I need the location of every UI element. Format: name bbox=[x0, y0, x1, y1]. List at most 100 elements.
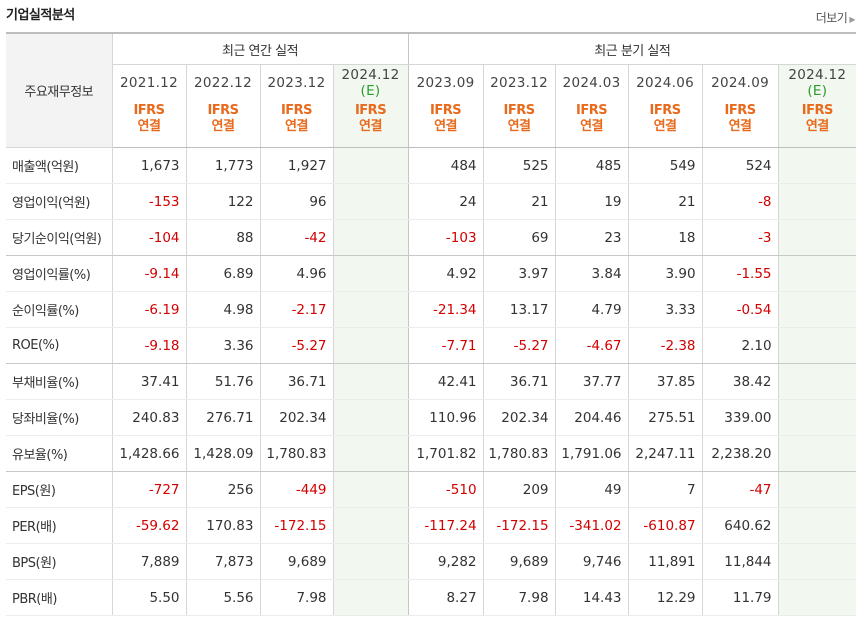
table-cell: 3.84 bbox=[554, 255, 629, 292]
table-row: PER(배) -59.62 170.83 -172.15 -117.24 -172.15-… bbox=[6, 507, 857, 544]
accounting-standard: IFRS 연결 bbox=[482, 101, 556, 148]
table-cell: 204.46 bbox=[554, 399, 629, 436]
table-cell: -2.38 bbox=[627, 327, 703, 364]
table-cell: 36.71 bbox=[482, 363, 556, 400]
table-cell: 110.96 bbox=[407, 399, 484, 436]
table-cell: -5.27 bbox=[259, 327, 333, 364]
table-cell: 42.41 bbox=[407, 363, 484, 400]
table-cell: 202.34 bbox=[482, 399, 556, 436]
table-cell: -9.18 bbox=[111, 327, 186, 364]
table-cell: 14.43 bbox=[554, 579, 629, 616]
period-label: 2024.03 bbox=[562, 75, 621, 91]
row-label: ROE(%) bbox=[6, 327, 112, 364]
table-cell: 122 bbox=[185, 183, 260, 220]
table-cell: 23 bbox=[554, 219, 629, 256]
table-cell: 1,428.66 bbox=[111, 435, 186, 472]
row-label: 영업이익(억원) bbox=[6, 183, 112, 220]
table-cell: 21 bbox=[482, 183, 556, 220]
consolidated-label: 연결 bbox=[580, 119, 603, 134]
table-cell bbox=[332, 435, 409, 472]
table-cell: 485 bbox=[554, 147, 629, 184]
period-header: 2021.12 bbox=[111, 64, 186, 101]
table-cell bbox=[777, 543, 857, 580]
table-cell: 37.77 bbox=[554, 363, 629, 400]
table-cell: 1,791.06 bbox=[554, 435, 629, 472]
table-cell: 1,927 bbox=[259, 147, 333, 184]
accounting-standard: IFRS 연결 bbox=[332, 101, 409, 148]
table-cell: -4.67 bbox=[554, 327, 629, 364]
table-cell: 3.36 bbox=[185, 327, 260, 364]
row-label: 당좌비율(%) bbox=[6, 399, 112, 436]
row-label: EPS(원) bbox=[6, 471, 112, 508]
table-row: 부채비율(%) 37.41 51.76 36.71 42.41 36.71 37.77 37.… bbox=[6, 363, 857, 400]
period-header: 2023.12 bbox=[259, 64, 333, 101]
table-cell: -8 bbox=[701, 183, 779, 220]
more-label[interactable]: 더보기 bbox=[815, 11, 848, 25]
quarter-group-header: 최근 분기 실적 bbox=[407, 32, 857, 65]
table-cell bbox=[777, 255, 857, 292]
accounting-standard: IFRS 연결 bbox=[554, 101, 629, 148]
table-cell: 1,780.83 bbox=[259, 435, 333, 472]
table-cell: 549 bbox=[627, 147, 703, 184]
triangle-right-icon: ▶ bbox=[849, 15, 855, 24]
accounting-standard: IFRS 연결 bbox=[111, 101, 186, 148]
ifrs-label: IFRS bbox=[503, 103, 535, 118]
table-cell: 13.17 bbox=[482, 291, 556, 328]
table-cell: 5.50 bbox=[111, 579, 186, 616]
table-row: 영업이익(억원) -153 122 96 24 21 19 21 -8 bbox=[6, 183, 857, 220]
table-cell bbox=[777, 399, 857, 436]
table-cell: 1,701.82 bbox=[407, 435, 484, 472]
table-cell bbox=[332, 471, 409, 508]
table-cell: -727 bbox=[111, 471, 186, 508]
table-cell: -117.24 bbox=[407, 507, 484, 544]
ifrs-label: IFRS bbox=[207, 103, 239, 118]
table-cell: 524 bbox=[701, 147, 779, 184]
table-cell: -7.71 bbox=[407, 327, 484, 364]
table-cell bbox=[332, 399, 409, 436]
table-cell: 2,238.20 bbox=[701, 435, 779, 472]
period-header: 2022.12 bbox=[185, 64, 260, 101]
table-cell: 4.98 bbox=[185, 291, 260, 328]
ifrs-label: IFRS bbox=[280, 103, 313, 118]
table-cell bbox=[777, 183, 857, 220]
table-cell: 24 bbox=[407, 183, 484, 220]
consolidated-label: 연결 bbox=[359, 119, 382, 134]
table-cell: 69 bbox=[482, 219, 556, 256]
annual-group-header: 최근 연간 실적 bbox=[111, 32, 409, 65]
table-cell: -449 bbox=[259, 471, 333, 508]
table-cell: 8.27 bbox=[407, 579, 484, 616]
table-cell: 7.98 bbox=[482, 579, 556, 616]
consolidated-label: 연결 bbox=[507, 119, 531, 134]
table-cell: 339.00 bbox=[701, 399, 779, 436]
period-header: 2024.06 bbox=[627, 64, 703, 101]
table-cell bbox=[332, 327, 409, 364]
table-cell: 19 bbox=[554, 183, 629, 220]
table-cell: 484 bbox=[407, 147, 484, 184]
ifrs-label: IFRS bbox=[801, 103, 834, 118]
table-cell: 7.98 bbox=[259, 579, 333, 616]
row-label: 영업이익률(%) bbox=[6, 255, 112, 292]
table-cell: 96 bbox=[259, 183, 333, 220]
table-cell: -510 bbox=[407, 471, 484, 508]
table-row: 당기순이익(억원) -104 88 -42 -103 69 23 18 -3 bbox=[6, 219, 857, 256]
table-cell: 6.89 bbox=[185, 255, 260, 292]
period-label: 2024.09 bbox=[711, 75, 769, 91]
table-cell: 11,844 bbox=[701, 543, 779, 580]
table-row: EPS(원) -727 256 -449 -510 209 49 7 -47 bbox=[6, 471, 857, 508]
table-cell: 275.51 bbox=[627, 399, 703, 436]
more-link[interactable]: 더보기 ▶ bbox=[815, 9, 856, 26]
row-label: BPS(원) bbox=[6, 543, 112, 580]
table-cell bbox=[777, 471, 857, 508]
table-cell: -172.15 bbox=[482, 507, 556, 544]
table-cell bbox=[332, 543, 409, 580]
table-cell: -2.17 bbox=[259, 291, 333, 328]
consolidated-label: 연결 bbox=[728, 119, 752, 134]
ifrs-label: IFRS bbox=[649, 103, 681, 118]
period-header: 2024.09 bbox=[701, 64, 779, 101]
row-label: PBR(배) bbox=[6, 579, 112, 616]
row-header-label: 주요재무정보 bbox=[6, 32, 112, 148]
table-cell: 4.92 bbox=[407, 255, 484, 292]
period-header: 2024.03 bbox=[554, 64, 629, 101]
row-label: 매출액(억원) bbox=[6, 147, 112, 184]
